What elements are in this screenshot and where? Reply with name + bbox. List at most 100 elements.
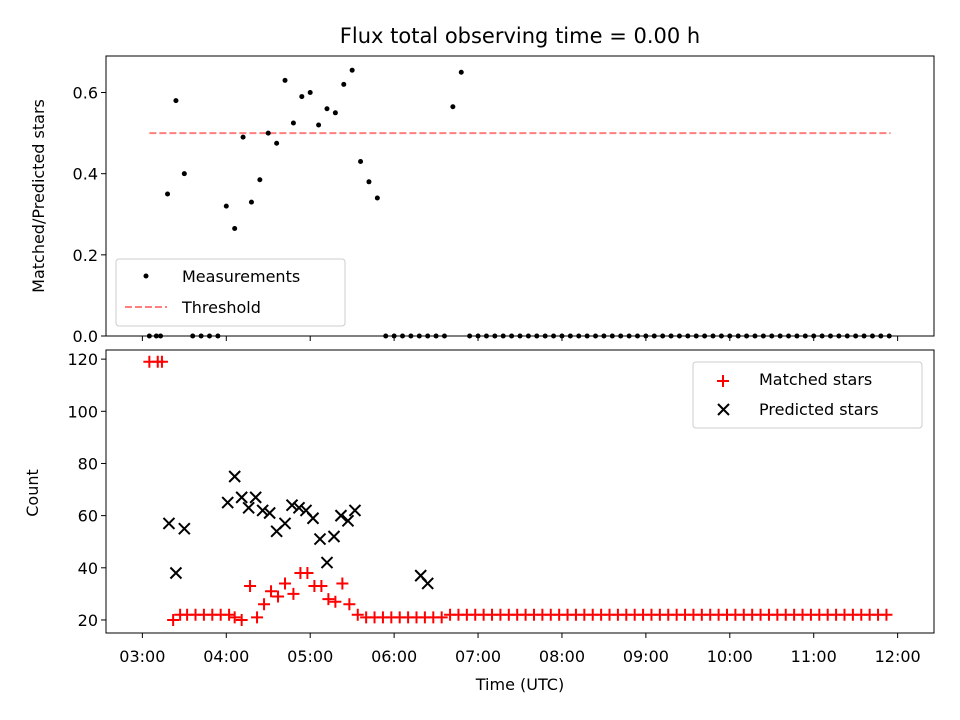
measurement-point [257, 177, 263, 183]
top-y-tick-label: 0.2 [73, 246, 98, 265]
bottom-y-tick-label: 40 [78, 559, 98, 578]
predicted-star-point [341, 514, 355, 528]
matched-star-point [322, 593, 335, 606]
matched-star-point [265, 585, 278, 598]
top-y-tick-label: 0.6 [73, 84, 98, 103]
matched-star-point [251, 611, 264, 624]
matched-star-point [235, 613, 248, 626]
predicted-star-point [348, 504, 362, 517]
bottom-y-tick-label: 20 [78, 611, 98, 630]
predicted-star-point [292, 501, 306, 515]
measurement-point [299, 94, 305, 100]
matched-star-point [223, 608, 236, 621]
legend-threshold-label: Threshold [181, 298, 261, 317]
matched-star-point [880, 608, 893, 621]
measurement-point [307, 90, 313, 96]
legend-predicted-label: Predicted stars [759, 400, 879, 419]
bottom-x-axis-label: Time (UTC) [475, 675, 564, 694]
matched-star-point [155, 355, 168, 368]
matched-star-point [258, 598, 271, 611]
measurement-point [290, 120, 296, 126]
measurement-point [165, 191, 171, 197]
legend-measurements-marker [143, 273, 149, 279]
bottom-x-tick-label: 04:00 [203, 647, 249, 666]
measurement-point [450, 104, 456, 110]
measurement-point [374, 195, 380, 201]
predicted-star-point [249, 491, 262, 504]
predicted-star-point [242, 501, 255, 515]
legend-predicted-marker [717, 403, 730, 416]
bottom-x-tick-label: 11:00 [791, 647, 837, 666]
figure-title: Flux total observing time = 0.00 h [340, 24, 700, 48]
predicted-star-point [334, 509, 348, 522]
measurement-point [223, 203, 229, 209]
measurement-point [458, 69, 464, 75]
bottom-y-axis-label: Count [23, 469, 42, 517]
top-axes-frame [105, 55, 935, 337]
bottom-y-tick-label: 120 [67, 350, 98, 369]
measurement-point [366, 179, 372, 185]
measurement-point [181, 171, 187, 177]
bottom-x-tick-label: 05:00 [287, 647, 333, 666]
matched-star-point [167, 613, 180, 626]
matched-star-point [435, 611, 448, 624]
matched-star-point [272, 590, 285, 603]
matched-star-point [343, 598, 356, 611]
matched-star-point [336, 577, 349, 590]
measurement-point [349, 67, 355, 73]
predicted-star-point [162, 517, 176, 530]
measurement-point [341, 81, 347, 87]
bottom-legend-box [692, 361, 923, 429]
predicted-star-point [421, 577, 434, 590]
measurement-point [248, 199, 254, 205]
top-legend: Measurements Threshold [115, 258, 346, 327]
predicted-star-point [178, 522, 191, 535]
matched-star-point [329, 595, 342, 608]
top-legend-box [115, 258, 346, 327]
bottom-y-tick-label: 80 [78, 454, 98, 473]
measurement-point [324, 106, 330, 112]
predicted-star-point [327, 530, 341, 543]
measurement-point [358, 159, 364, 165]
matched-star-point [244, 580, 257, 593]
bottom-x-tick-label: 10:00 [707, 647, 753, 666]
bottom-x-tick-label: 08:00 [539, 647, 585, 666]
measurement-point [173, 98, 179, 104]
predicted-star-point [313, 532, 327, 546]
bottom-panel: 20 40 60 80 100 120 03:00 04:00 05:00 06:00 07:00… [23, 349, 935, 694]
bottom-x-tick-label: 12:00 [875, 647, 921, 666]
bottom-x-tick-label: 07:00 [455, 647, 501, 666]
matched-star-point [287, 587, 300, 600]
measurement-point [332, 110, 338, 116]
measurement-point [274, 140, 280, 146]
bottom-x-tick-label: 09:00 [623, 647, 669, 666]
predicted-star-point [235, 491, 248, 504]
predicted-star-point [221, 496, 234, 509]
matched-star-point [351, 608, 364, 621]
top-panel: 0.0 0.2 0.4 0.6 Matched/Predicted stars Mea… [29, 55, 935, 346]
measurement-point [232, 225, 238, 231]
predicted-star-point [285, 498, 299, 512]
legend-measurements-label: Measurements [182, 267, 300, 286]
predicted-star-point [169, 566, 183, 580]
predicted-star-point [278, 517, 292, 530]
matched-star-point [301, 567, 314, 580]
predicted-star-point [256, 504, 269, 517]
bottom-y-tick-label: 60 [78, 507, 98, 526]
measurement-point [265, 130, 271, 136]
bottom-x-tick-label: 06:00 [371, 647, 417, 666]
predicted-star-point [228, 470, 241, 483]
measurement-point [282, 77, 288, 83]
bottom-legend: Matched stars Predicted stars [692, 361, 923, 429]
measurement-point [316, 122, 322, 128]
top-y-tick-label: 0.4 [73, 165, 98, 184]
matched-star-point [228, 611, 241, 624]
bottom-y-tick-label: 100 [67, 402, 98, 421]
measurement-point [240, 134, 246, 140]
matched-star-point [279, 577, 292, 590]
top-y-tick-label: 0.0 [73, 327, 98, 346]
predicted-star-point [320, 556, 334, 569]
legend-matched-label: Matched stars [759, 370, 872, 389]
bottom-x-tick-label: 03:00 [119, 647, 165, 666]
